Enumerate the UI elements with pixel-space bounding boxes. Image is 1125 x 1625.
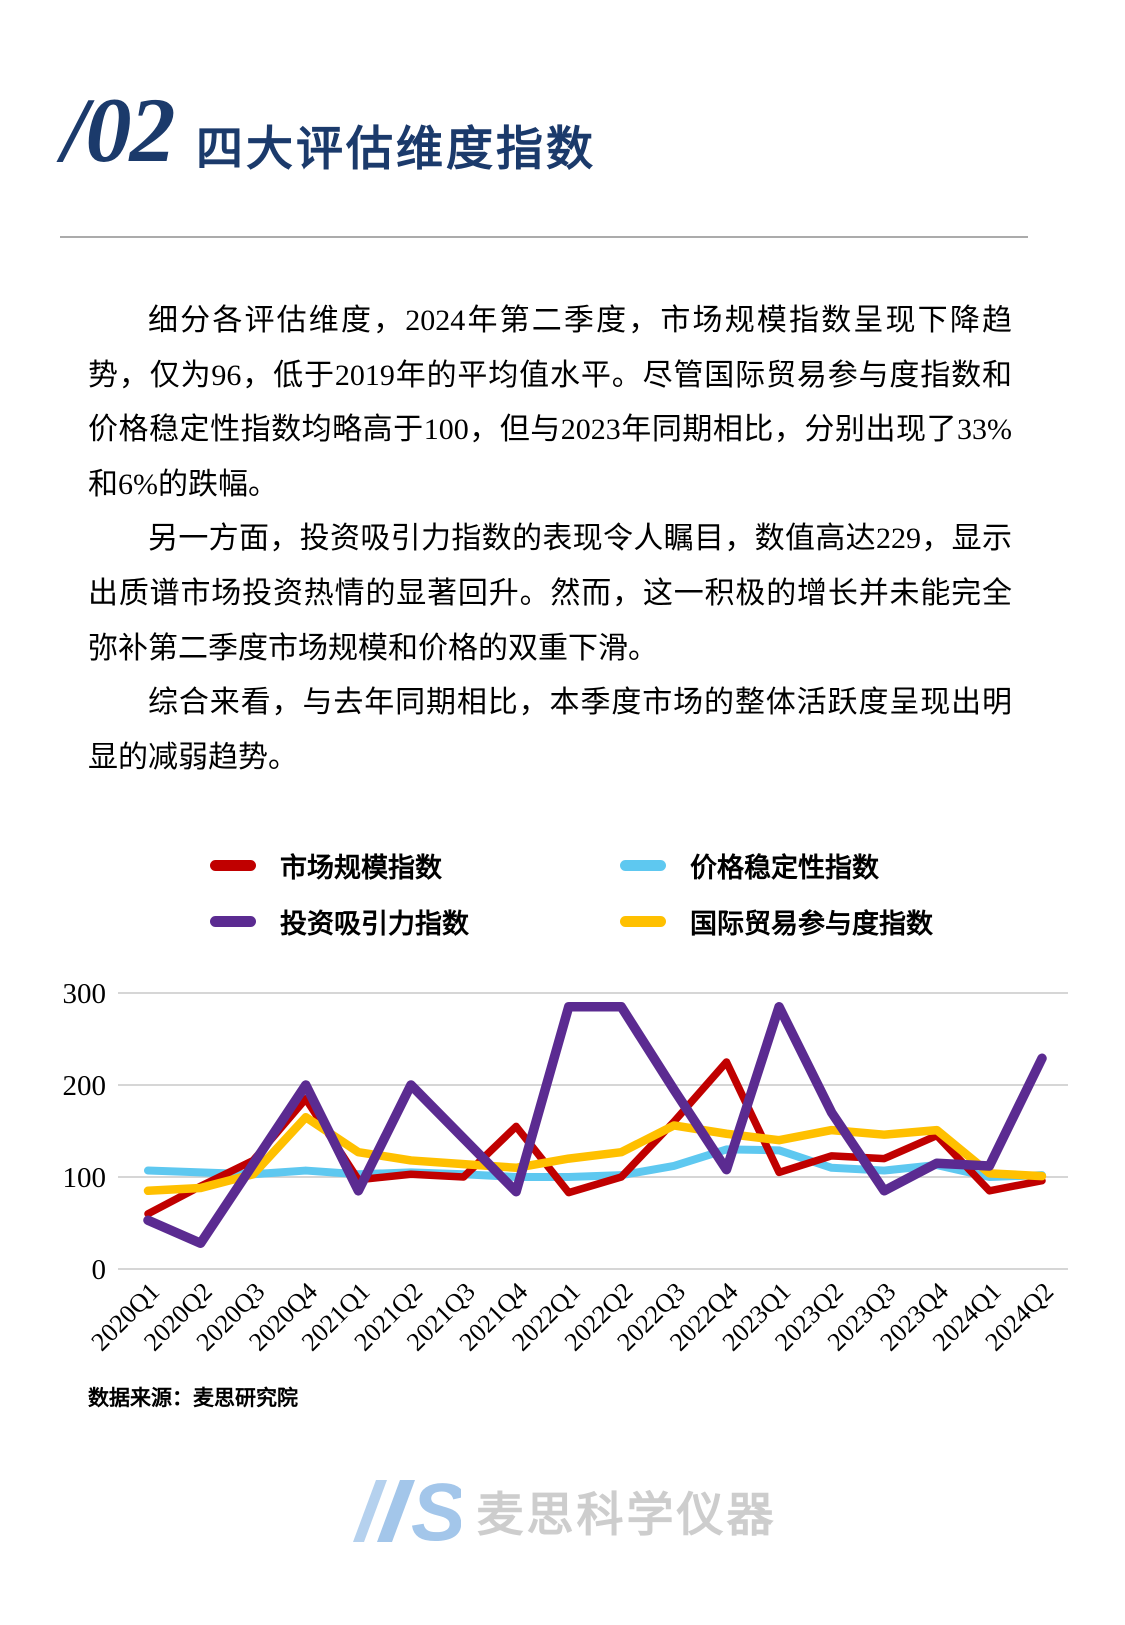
section-number: /02	[62, 79, 176, 181]
legend-label: 投资吸引力指数	[280, 909, 469, 939]
legend-label: 国际贸易参与度指数	[690, 909, 933, 939]
body-text: 细分各评估维度，2024年第二季度，市场规模指数呈现下降趋势，仅为96，低于20…	[88, 294, 1012, 785]
y-tick-label: 200	[63, 1070, 107, 1102]
company-logo-text: 麦思科学仪器	[476, 1488, 777, 1541]
footer-logo: S 麦思科学仪器	[0, 1476, 1125, 1545]
header-divider	[60, 236, 1028, 238]
legend-dash-yellow-icon	[620, 916, 666, 927]
legend-label: 价格稳定性指数	[690, 853, 879, 883]
paragraph-market-size: 细分各评估维度，2024年第二季度，市场规模指数呈现下降趋势，仅为96，低于20…	[88, 304, 1012, 501]
legend-item-investment-attractiveness: 投资吸引力指数	[210, 902, 620, 941]
svg-text:S: S	[411, 1478, 461, 1544]
paragraph-summary: 综合来看，与去年同期相比，本季度市场的整体活跃度呈现出明显的减弱趋势。	[88, 686, 1012, 774]
legend-item-trade-participation: 国际贸易参与度指数	[620, 902, 990, 941]
data-source-note: 数据来源：麦思研究院	[88, 1386, 298, 1410]
legend-label: 市场规模指数	[280, 853, 442, 883]
series-line-价格稳定性指数	[144, 1145, 1046, 1181]
page-title: 四大评估维度指数	[196, 124, 596, 176]
legend-dash-red-icon	[210, 860, 256, 871]
chart-legend: 市场规模指数 价格稳定性指数 投资吸引力指数 国际贸易参与度指数	[210, 846, 990, 941]
y-tick-label: 100	[63, 1162, 107, 1194]
company-logo-ms-icon: S	[352, 1478, 461, 1544]
series-line-投资吸引力指数	[143, 1002, 1047, 1248]
legend-item-price-stability: 价格稳定性指数	[620, 846, 990, 885]
legend-dash-blue-icon	[620, 860, 666, 871]
paragraph-investment: 另一方面，投资吸引力指数的表现令人瞩目，数值高达229，显示出质谱市场投资热情的…	[88, 522, 1012, 665]
series-line-市场规模指数	[144, 1058, 1046, 1218]
legend-item-market-size: 市场规模指数	[210, 846, 620, 885]
legend-dash-purple-icon	[210, 916, 256, 927]
y-tick-label: 0	[92, 1254, 107, 1286]
index-line-chart: 01002003002020Q12020Q22020Q32020Q42021Q1…	[63, 978, 1068, 1356]
y-tick-label: 300	[63, 978, 107, 1010]
series-line-国际贸易参与度指数	[143, 1112, 1047, 1196]
